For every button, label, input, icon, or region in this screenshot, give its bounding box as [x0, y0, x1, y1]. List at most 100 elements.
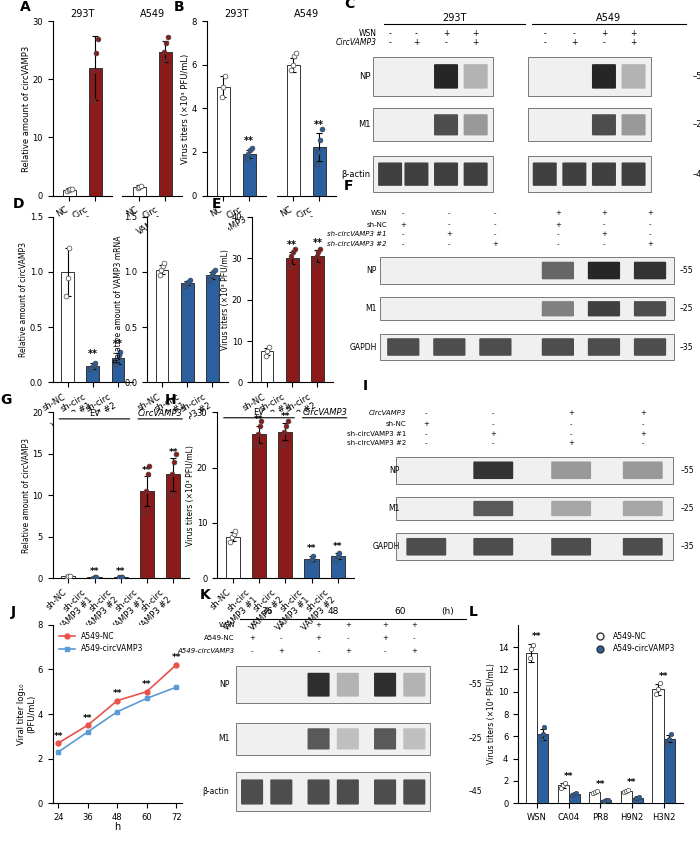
- Bar: [287, 65, 300, 196]
- Point: [286, 63, 297, 76]
- Point: [89, 570, 100, 584]
- Point: [557, 779, 568, 792]
- Text: β-actin: β-actin: [341, 170, 370, 178]
- FancyBboxPatch shape: [433, 338, 466, 356]
- Point: [634, 790, 645, 804]
- Text: +: +: [382, 635, 388, 641]
- A549-circVAMP3: [172, 682, 181, 692]
- Legend: A549-NC, A549-circVAMP3: A549-NC, A549-circVAMP3: [589, 628, 679, 656]
- Text: +: +: [640, 431, 645, 437]
- Point: [537, 728, 548, 741]
- FancyBboxPatch shape: [463, 114, 488, 135]
- Text: NP: NP: [219, 680, 230, 689]
- Point: [263, 341, 274, 354]
- Bar: [286, 258, 298, 382]
- Point: [589, 785, 601, 799]
- Bar: [181, 283, 193, 382]
- Text: 48: 48: [328, 607, 339, 616]
- Text: -: -: [444, 38, 447, 47]
- Bar: [243, 154, 256, 196]
- Text: **: **: [88, 349, 98, 359]
- Bar: [159, 52, 172, 196]
- Point: [539, 721, 550, 734]
- Text: +: +: [601, 210, 607, 216]
- FancyBboxPatch shape: [480, 338, 512, 356]
- Point: [90, 356, 101, 370]
- Text: +: +: [249, 635, 255, 641]
- Text: **: **: [113, 689, 122, 698]
- Text: -: -: [494, 210, 496, 216]
- Text: -: -: [603, 241, 606, 246]
- Text: +: +: [568, 440, 574, 446]
- Bar: [373, 109, 493, 141]
- Point: [528, 638, 539, 652]
- Point: [650, 687, 662, 700]
- Text: -: -: [384, 648, 386, 654]
- Bar: [236, 722, 430, 755]
- Text: -: -: [402, 231, 405, 237]
- Point: [144, 459, 155, 473]
- Point: [254, 419, 265, 433]
- Point: [85, 362, 96, 376]
- Point: [64, 241, 75, 254]
- Text: **: **: [287, 240, 298, 250]
- Text: A549: A549: [596, 13, 622, 23]
- Point: [602, 793, 613, 807]
- Text: +: +: [413, 38, 419, 47]
- Point: [307, 549, 318, 563]
- Text: +: +: [412, 622, 417, 628]
- Point: [251, 439, 262, 452]
- X-axis label: h: h: [114, 822, 120, 832]
- Point: [286, 249, 297, 263]
- Point: [113, 570, 125, 584]
- Bar: [217, 87, 230, 196]
- A549-NC: [54, 738, 62, 748]
- Text: +: +: [443, 29, 449, 38]
- Text: +: +: [571, 38, 577, 47]
- Point: [230, 524, 241, 538]
- Bar: [87, 366, 99, 382]
- Text: -: -: [494, 231, 496, 237]
- Text: –25: –25: [680, 504, 694, 513]
- FancyBboxPatch shape: [337, 728, 359, 750]
- Point: [208, 265, 219, 279]
- Text: -: -: [556, 241, 559, 246]
- FancyBboxPatch shape: [463, 162, 488, 186]
- Point: [179, 280, 190, 293]
- Point: [289, 242, 300, 256]
- FancyBboxPatch shape: [406, 538, 446, 556]
- FancyBboxPatch shape: [542, 338, 574, 356]
- Bar: [601, 801, 611, 803]
- Point: [256, 414, 267, 428]
- Text: –25: –25: [469, 734, 482, 744]
- Text: +: +: [490, 431, 496, 437]
- Point: [306, 552, 317, 565]
- Point: [90, 47, 101, 60]
- Bar: [568, 794, 580, 803]
- Point: [165, 488, 176, 502]
- Text: NP: NP: [359, 72, 370, 81]
- Point: [115, 345, 126, 359]
- Text: sh-circVAMP3 #2: sh-circVAMP3 #2: [327, 241, 387, 246]
- Text: -: -: [603, 38, 606, 47]
- Text: -: -: [425, 410, 428, 416]
- Text: H: H: [165, 393, 177, 407]
- Point: [209, 263, 220, 276]
- Bar: [528, 57, 651, 95]
- Point: [89, 64, 100, 77]
- Point: [61, 570, 72, 583]
- Bar: [261, 351, 274, 382]
- Point: [115, 570, 126, 584]
- Y-axis label: Virus titers (×10³ PFU/mL): Virus titers (×10³ PFU/mL): [221, 249, 230, 350]
- Text: A549-circVAMP3: A549-circVAMP3: [178, 648, 235, 654]
- Point: [309, 258, 321, 271]
- Text: **: **: [564, 772, 573, 780]
- Y-axis label: Relative amount of circVAMP3: Relative amount of circVAMP3: [22, 45, 31, 172]
- Point: [134, 180, 145, 194]
- Text: **: **: [244, 136, 254, 146]
- Text: +: +: [249, 622, 255, 628]
- Bar: [206, 275, 218, 382]
- Text: +: +: [400, 222, 406, 228]
- Text: M1: M1: [389, 504, 400, 513]
- Point: [287, 58, 298, 71]
